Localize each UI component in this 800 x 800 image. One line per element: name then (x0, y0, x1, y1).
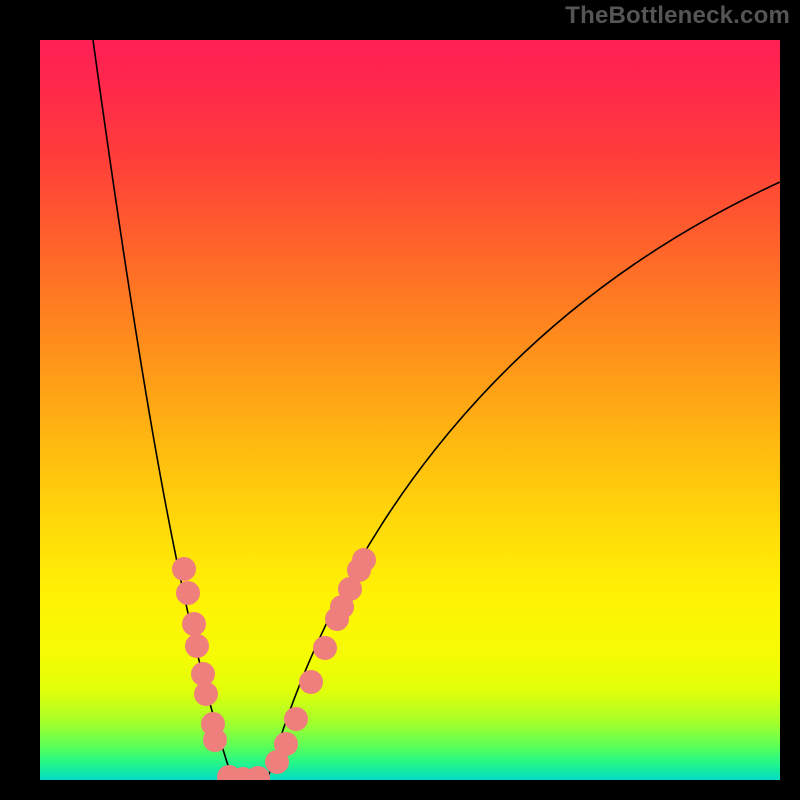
data-point (313, 636, 337, 660)
data-point (246, 766, 270, 790)
data-point (172, 557, 196, 581)
data-point (352, 548, 376, 572)
figure-container: { "watermark": { "text": "TheBottleneck.… (0, 0, 800, 800)
bottleneck-chart (0, 0, 800, 800)
data-point (194, 682, 218, 706)
data-point (185, 634, 209, 658)
data-point (274, 732, 298, 756)
data-point (284, 707, 308, 731)
watermark-text: TheBottleneck.com (565, 2, 790, 30)
plot-background (40, 40, 780, 780)
data-point (182, 612, 206, 636)
data-point (176, 581, 200, 605)
data-point (203, 728, 227, 752)
data-point (299, 670, 323, 694)
